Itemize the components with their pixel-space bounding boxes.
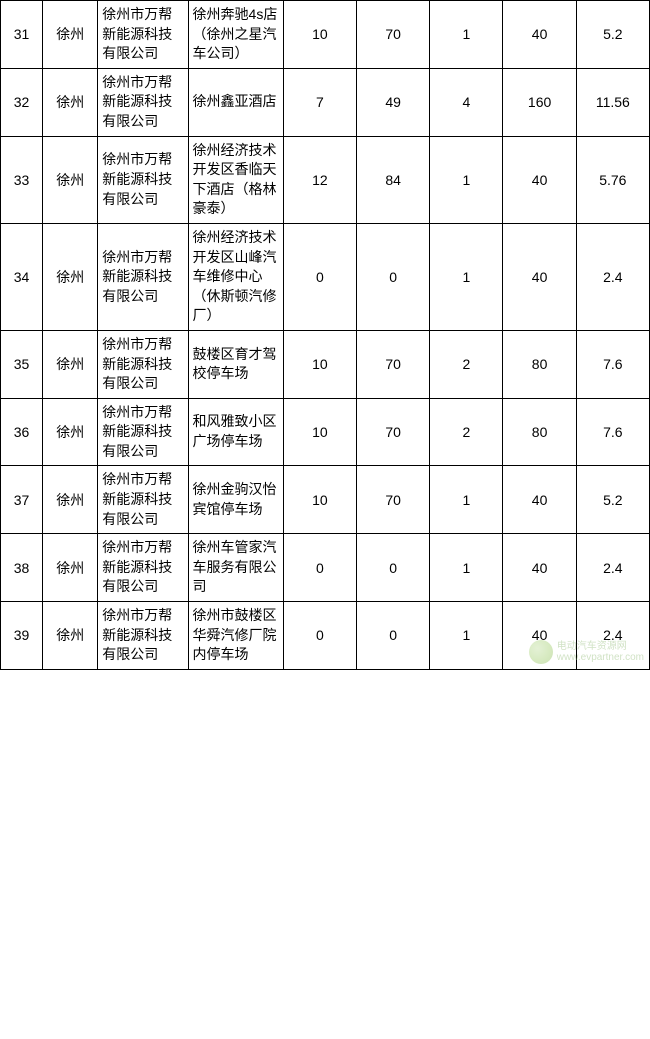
table-row: 34 徐州 徐州市万帮新能源科技有限公司 徐州经济技术开发区山峰汽车维修中心（休…	[1, 223, 650, 330]
cell-city: 徐州	[43, 136, 98, 223]
cell-city: 徐州	[43, 534, 98, 602]
cell-idx: 38	[1, 534, 43, 602]
cell-operator: 徐州市万帮新能源科技有限公司	[98, 330, 188, 398]
cell-idx: 31	[1, 1, 43, 69]
cell-operator: 徐州市万帮新能源科技有限公司	[98, 398, 188, 466]
cell-n3: 1	[430, 534, 503, 602]
cell-site: 徐州市鼓楼区华舜汽修厂院内停车场	[188, 602, 283, 670]
cell-idx: 39	[1, 602, 43, 670]
cell-n3: 1	[430, 136, 503, 223]
cell-n2: 70	[357, 330, 430, 398]
cell-n3: 1	[430, 1, 503, 69]
cell-idx: 32	[1, 68, 43, 136]
cell-n1: 7	[283, 68, 356, 136]
cell-city: 徐州	[43, 1, 98, 69]
cell-n4: 160	[503, 68, 576, 136]
cell-idx: 33	[1, 136, 43, 223]
cell-n4: 40	[503, 223, 576, 330]
cell-n1: 10	[283, 466, 356, 534]
table-row: 36 徐州 徐州市万帮新能源科技有限公司 和风雅致小区广场停车场 10 70 2…	[1, 398, 650, 466]
table-row: 32 徐州 徐州市万帮新能源科技有限公司 徐州鑫亚酒店 7 49 4 160 1…	[1, 68, 650, 136]
cell-n5: 5.2	[576, 466, 649, 534]
cell-operator: 徐州市万帮新能源科技有限公司	[98, 223, 188, 330]
cell-operator: 徐州市万帮新能源科技有限公司	[98, 534, 188, 602]
cell-n1: 10	[283, 330, 356, 398]
cell-n3: 4	[430, 68, 503, 136]
table-row: 38 徐州 徐州市万帮新能源科技有限公司 徐州车管家汽车服务有限公司 0 0 1…	[1, 534, 650, 602]
table-row: 35 徐州 徐州市万帮新能源科技有限公司 鼓楼区育才驾校停车场 10 70 2 …	[1, 330, 650, 398]
table-body: 31 徐州 徐州市万帮新能源科技有限公司 徐州奔驰4s店（徐州之星汽车公司） 1…	[1, 1, 650, 670]
cell-n2: 70	[357, 1, 430, 69]
cell-n3: 2	[430, 330, 503, 398]
cell-n4: 80	[503, 330, 576, 398]
cell-n2: 70	[357, 466, 430, 534]
cell-idx: 35	[1, 330, 43, 398]
cell-n2: 84	[357, 136, 430, 223]
cell-city: 徐州	[43, 466, 98, 534]
cell-n2: 0	[357, 534, 430, 602]
cell-city: 徐州	[43, 602, 98, 670]
cell-n1: 0	[283, 602, 356, 670]
table-row: 39 徐州 徐州市万帮新能源科技有限公司 徐州市鼓楼区华舜汽修厂院内停车场 0 …	[1, 602, 650, 670]
cell-city: 徐州	[43, 398, 98, 466]
cell-site: 徐州经济技术开发区香临天下酒店（格林豪泰）	[188, 136, 283, 223]
cell-n4: 80	[503, 398, 576, 466]
cell-operator: 徐州市万帮新能源科技有限公司	[98, 602, 188, 670]
cell-n5: 5.76	[576, 136, 649, 223]
data-table: 31 徐州 徐州市万帮新能源科技有限公司 徐州奔驰4s店（徐州之星汽车公司） 1…	[0, 0, 650, 670]
cell-n5: 11.56	[576, 68, 649, 136]
cell-site: 鼓楼区育才驾校停车场	[188, 330, 283, 398]
cell-n1: 0	[283, 534, 356, 602]
cell-n5: 2.4	[576, 602, 649, 670]
cell-site: 徐州金驹汉怡宾馆停车场	[188, 466, 283, 534]
cell-operator: 徐州市万帮新能源科技有限公司	[98, 466, 188, 534]
cell-n5: 7.6	[576, 330, 649, 398]
cell-n3: 1	[430, 466, 503, 534]
cell-n4: 40	[503, 602, 576, 670]
table-row: 33 徐州 徐州市万帮新能源科技有限公司 徐州经济技术开发区香临天下酒店（格林豪…	[1, 136, 650, 223]
cell-n2: 70	[357, 398, 430, 466]
cell-site: 徐州鑫亚酒店	[188, 68, 283, 136]
cell-n1: 10	[283, 1, 356, 69]
cell-n3: 1	[430, 223, 503, 330]
table-row: 37 徐州 徐州市万帮新能源科技有限公司 徐州金驹汉怡宾馆停车场 10 70 1…	[1, 466, 650, 534]
cell-n2: 49	[357, 68, 430, 136]
cell-n4: 40	[503, 466, 576, 534]
cell-idx: 36	[1, 398, 43, 466]
cell-n4: 40	[503, 1, 576, 69]
cell-operator: 徐州市万帮新能源科技有限公司	[98, 136, 188, 223]
cell-city: 徐州	[43, 68, 98, 136]
cell-city: 徐州	[43, 223, 98, 330]
cell-site: 徐州经济技术开发区山峰汽车维修中心（休斯顿汽修厂）	[188, 223, 283, 330]
cell-n3: 1	[430, 602, 503, 670]
cell-idx: 34	[1, 223, 43, 330]
cell-n1: 12	[283, 136, 356, 223]
cell-n4: 40	[503, 136, 576, 223]
cell-operator: 徐州市万帮新能源科技有限公司	[98, 1, 188, 69]
cell-idx: 37	[1, 466, 43, 534]
cell-operator: 徐州市万帮新能源科技有限公司	[98, 68, 188, 136]
cell-site: 徐州奔驰4s店（徐州之星汽车公司）	[188, 1, 283, 69]
cell-n1: 10	[283, 398, 356, 466]
cell-n5: 7.6	[576, 398, 649, 466]
cell-n2: 0	[357, 223, 430, 330]
cell-n4: 40	[503, 534, 576, 602]
cell-site: 徐州车管家汽车服务有限公司	[188, 534, 283, 602]
cell-n2: 0	[357, 602, 430, 670]
cell-n5: 2.4	[576, 534, 649, 602]
cell-city: 徐州	[43, 330, 98, 398]
cell-site: 和风雅致小区广场停车场	[188, 398, 283, 466]
cell-n5: 5.2	[576, 1, 649, 69]
cell-n1: 0	[283, 223, 356, 330]
cell-n5: 2.4	[576, 223, 649, 330]
table-row: 31 徐州 徐州市万帮新能源科技有限公司 徐州奔驰4s店（徐州之星汽车公司） 1…	[1, 1, 650, 69]
cell-n3: 2	[430, 398, 503, 466]
